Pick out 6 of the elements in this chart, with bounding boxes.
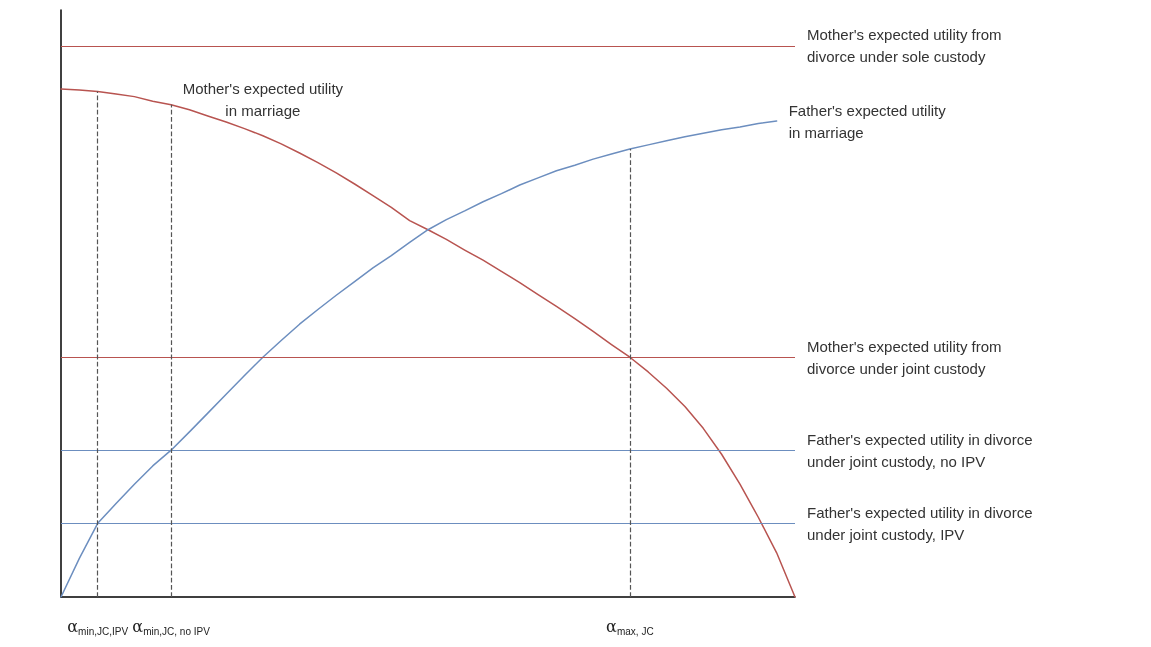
ref-line-label: Father's expected utility in divorce under joint custody, no IPV (807, 430, 1033, 470)
ref-line-label: Mother's expected utility from divorce under joint custody (807, 337, 1002, 377)
ref-line-label: Mother's expected utility from divorce under sole custody (807, 26, 1002, 66)
ref-line-label: Father's expected utility in divorce under joint custody, IPV (807, 503, 1033, 543)
series-label: Father's expected utility in marriage (788, 101, 947, 141)
series-label: Mother's expected utility in marriage (182, 80, 344, 120)
